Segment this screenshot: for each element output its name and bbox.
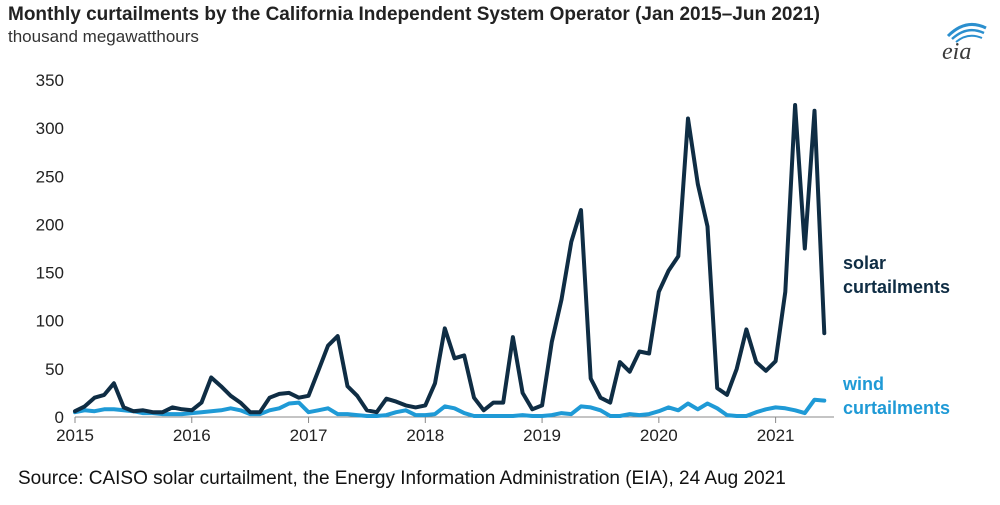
- wind-curtailments-line: [73, 397, 827, 418]
- wind-series-label-line-2: curtailments: [843, 398, 950, 418]
- eia-logo-arc-outer: [946, 22, 987, 38]
- y-tick-label-100: 100: [36, 312, 64, 331]
- x-tick-label-2021: 2021: [757, 426, 795, 445]
- series-lines: [73, 103, 827, 418]
- wind-series-label-line-1: wind: [842, 374, 884, 394]
- x-tick-label-2016: 2016: [173, 426, 211, 445]
- solar-curtailments-line: [73, 103, 827, 415]
- eia-logo: eia: [942, 22, 987, 64]
- y-axis: 0 50 100 150 200 250 300 350: [36, 71, 64, 427]
- y-tick-label-200: 200: [36, 215, 64, 234]
- solar-series-label-line-2: curtailments: [843, 277, 950, 297]
- series-labels: solar curtailments wind curtailments: [842, 253, 950, 418]
- eia-logo-text: eia: [942, 39, 971, 64]
- chart-title: Monthly curtailments by the California I…: [8, 4, 820, 25]
- y-tick-label-300: 300: [36, 119, 64, 138]
- y-tick-label-50: 50: [45, 360, 64, 379]
- x-tick-label-2015: 2015: [56, 426, 94, 445]
- y-tick-label-150: 150: [36, 264, 64, 283]
- y-tick-label-250: 250: [36, 167, 64, 186]
- x-axis: 2015 2016 2017 2018 2019 2020 2021: [56, 416, 834, 445]
- y-tick-label-0: 0: [55, 408, 64, 427]
- eia-logo-arc-middle: [951, 28, 985, 40]
- x-tick-label-2017: 2017: [290, 426, 328, 445]
- solar-series-label-line-1: solar: [843, 253, 886, 273]
- y-tick-label-350: 350: [36, 71, 64, 90]
- chart-subtitle: thousand megawatthours: [8, 27, 199, 46]
- x-tick-label-2018: 2018: [406, 426, 444, 445]
- x-tick-label-2019: 2019: [523, 426, 561, 445]
- x-tick-label-2020: 2020: [640, 426, 678, 445]
- source-note: Source: CAISO solar curtailment, the Ene…: [18, 468, 786, 489]
- eia-logo-arc-inner: [955, 34, 983, 43]
